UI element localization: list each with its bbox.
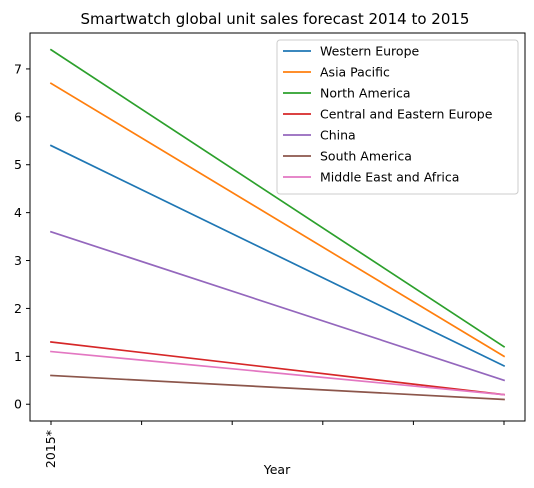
y-tick-label: 7 [14,61,22,76]
legend-label-western-europe: Western Europe [320,44,420,59]
legend-label-china: China [320,128,356,143]
chart-title: Smartwatch global unit sales forecast 20… [81,10,470,28]
legend-box [276,39,519,195]
series-layer [49,48,506,401]
x-tick-label: 2015* [43,430,58,468]
legend-label-south-america: South America [320,149,412,164]
y-tick-label: 2 [14,301,22,316]
plot-area [29,32,526,422]
legend: Western Europe Asia Pacific North America C… [276,39,519,195]
series-line-china [49,230,506,382]
series-line-asia-pacific [49,82,506,358]
series-line-south-america [50,374,505,401]
plot-frame [29,32,526,422]
legend-label-middle-east-and-africa: Middle East and Africa [320,170,459,185]
y-tick-label: 5 [14,157,22,172]
series-line-western-europe [49,144,506,368]
series-line-central-and-eastern-europe [50,341,505,396]
x-axis: 2015* [43,421,505,468]
legend-label-central-and-eastern-europe: Central and Eastern Europe [320,107,493,122]
series-line-north-america [49,48,506,348]
series-line-middle-east-and-africa [50,350,505,396]
y-tick-label: 4 [14,205,22,220]
legend-label-north-america: North America [320,86,411,101]
y-axis: 0 1 2 3 4 5 6 7 [14,61,30,412]
y-tick-label: 1 [14,349,22,364]
y-tick-label: 6 [14,109,22,124]
x-axis-title: Year [263,462,291,477]
y-tick-label: 3 [14,253,22,268]
y-tick-label: 0 [14,397,22,412]
legend-label-asia-pacific: Asia Pacific [320,65,390,80]
